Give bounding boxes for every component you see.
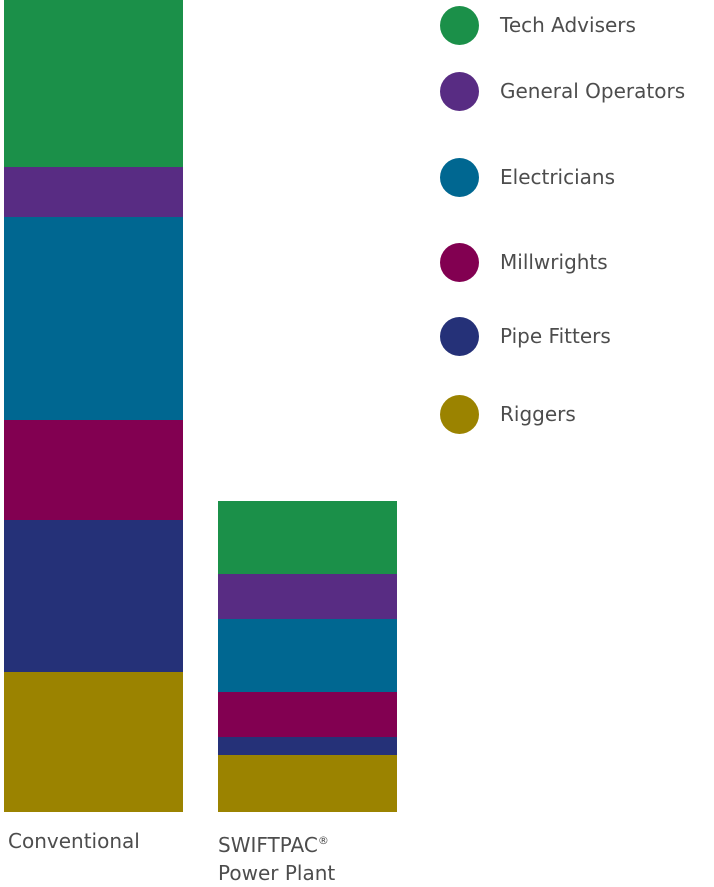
legend-swatch-tech-advisers (440, 5, 479, 45)
legend-item-electricians: Electricians (440, 157, 615, 197)
legend-label-riggers: Riggers (500, 402, 576, 426)
bar-segment-electricians-conventional (4, 217, 183, 420)
bar-segment-pipe-fitters-conventional (4, 520, 183, 672)
legend-item-tech-advisers: Tech Advisers (440, 5, 636, 45)
legend-item-riggers: Riggers (440, 394, 576, 434)
legend-swatch-pipe-fitters (440, 316, 479, 356)
legend-label-tech-advisers: Tech Advisers (500, 13, 636, 37)
legend-swatch-general-operators (440, 71, 479, 111)
bar-segment-millwrights-conventional (4, 420, 183, 520)
legend-label-millwrights: Millwrights (500, 250, 608, 274)
legend-label-pipe-fitters: Pipe Fitters (500, 324, 611, 348)
legend-swatch-riggers (440, 394, 479, 434)
bar-segment-riggers-swiftpac-power-plant (218, 755, 397, 812)
bar-segment-tech-advisers-conventional (4, 0, 183, 167)
registered-mark: ® (317, 834, 329, 847)
bar-segment-riggers-conventional (4, 672, 183, 812)
category-label-conventional: Conventional (8, 827, 140, 855)
chart-legend: Tech Advisers General Operators Electric… (440, 0, 714, 440)
legend-item-millwrights: Millwrights (440, 242, 608, 282)
bar-segment-millwrights-swiftpac-power-plant (218, 692, 397, 737)
bar-segment-electricians-swiftpac-power-plant (218, 619, 397, 692)
bar-segment-pipe-fitters-swiftpac-power-plant (218, 737, 397, 755)
bar-segment-general-operators-conventional (4, 167, 183, 217)
category-label-swiftpac-line1: SWIFTPAC® (218, 827, 335, 859)
legend-item-pipe-fitters: Pipe Fitters (440, 316, 611, 356)
legend-label-general-operators: General Operators (500, 79, 686, 103)
category-label-swiftpac-line2: Power Plant (218, 861, 336, 885)
bar-segment-tech-advisers-swiftpac-power-plant (218, 501, 397, 574)
legend-swatch-electricians (440, 157, 479, 197)
category-label-swiftpac: SWIFTPAC® Power Plant (218, 827, 335, 887)
legend-swatch-millwrights (440, 242, 479, 282)
category-label-conventional-text: Conventional (8, 829, 140, 853)
category-label-swiftpac-name: SWIFTPAC (218, 833, 318, 857)
bar-segment-general-operators-swiftpac-power-plant (218, 574, 397, 619)
legend-item-general-operators: General Operators (440, 71, 685, 111)
legend-label-electricians: Electricians (500, 165, 616, 189)
